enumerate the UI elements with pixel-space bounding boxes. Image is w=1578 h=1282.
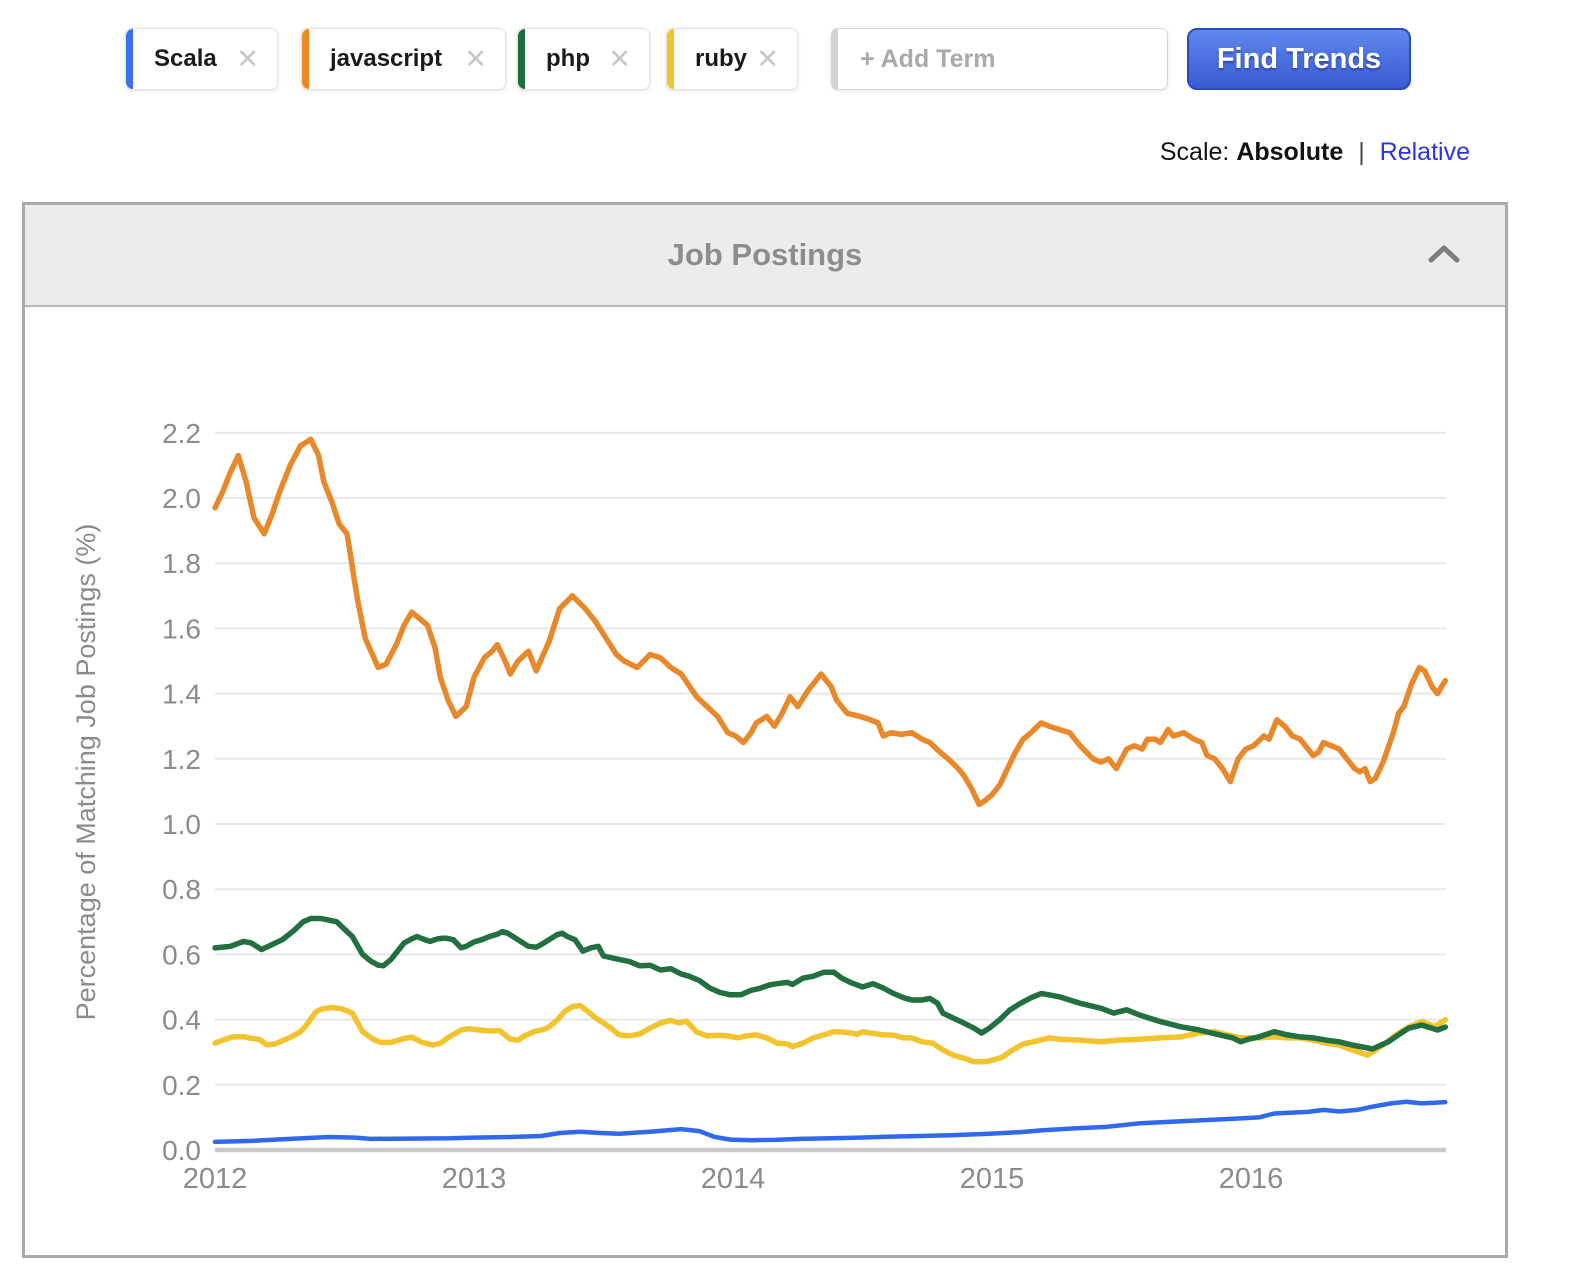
scale-option-absolute: Absolute [1236,138,1344,166]
series-line-php [212,915,1449,1052]
job-postings-chart: 0.0 0.2 0.4 0.6 0.8 1.0 1.2 1.4 1.6 1.8 2.0 2.2 2012… [71,418,1449,1195]
term-tag-scala: Scala ✕ [125,28,278,90]
y-tick-label: 0.8 [162,874,201,905]
find-trends-button[interactable]: Find Trends [1187,28,1411,90]
term-color-stripe [667,29,674,89]
term-tag-javascript: javascript ✕ [301,28,506,90]
close-icon[interactable]: ✕ [608,43,631,74]
y-tick-label: 0.0 [162,1135,201,1166]
chart-area: 0.0 0.2 0.4 0.6 0.8 1.0 1.2 1.4 1.6 1.8 2.0 2.2 2012… [25,307,1505,1255]
term-color-stripe [302,29,309,89]
scale-toggle: Scale: Absolute | Relative [1160,138,1470,167]
x-tick-label: 2015 [960,1163,1025,1195]
term-tag-php: php ✕ [517,28,650,90]
x-tick-label: 2014 [701,1163,766,1195]
scale-separator: | [1358,138,1365,166]
y-tick-label: 1.6 [162,613,201,644]
term-label: javascript [330,45,443,72]
term-color-stripe [126,29,133,89]
series-line-javascript [212,436,1449,808]
series-line-scala [212,1099,1448,1145]
panel-title: Job Postings [667,237,863,272]
y-tick-label: 0.4 [162,1005,201,1036]
job-postings-panel: Job Postings 0.0 0.2 0.4 0.6 0.8 1.0 1.2 1.4 1.6… [22,202,1508,1258]
add-term-input[interactable] [831,28,1168,90]
y-tick-label: 1.4 [162,679,201,710]
chevron-up-icon[interactable] [1428,245,1460,263]
term-label: php [546,45,590,72]
y-tick-label: 1.2 [162,744,201,775]
x-tick-label: 2013 [442,1163,507,1195]
y-tick-label: 2.2 [162,418,201,449]
y-tick-label: 0.2 [162,1070,201,1101]
close-icon[interactable]: ✕ [464,43,487,74]
scale-label: Scale: [1159,138,1230,166]
term-label: Scala [154,45,217,72]
close-icon[interactable]: ✕ [756,43,779,74]
series-line-ruby [212,1002,1449,1065]
x-tick-label: 2016 [1219,1163,1284,1195]
y-axis-title: Percentage of Matching Job Postings (%) [71,524,101,1021]
term-label: ruby [695,45,748,72]
close-icon[interactable]: ✕ [236,43,259,74]
panel-header: Job Postings [25,205,1505,307]
y-tick-label: 1.8 [162,548,201,579]
x-tick-label: 2012 [183,1163,248,1195]
y-tick-label: 1.0 [162,809,201,840]
term-color-stripe [518,29,525,89]
scale-option-relative[interactable]: Relative [1379,138,1470,166]
y-tick-label: 0.6 [162,939,201,970]
y-tick-label: 2.0 [162,483,201,514]
term-tag-ruby: ruby ✕ [666,28,798,90]
